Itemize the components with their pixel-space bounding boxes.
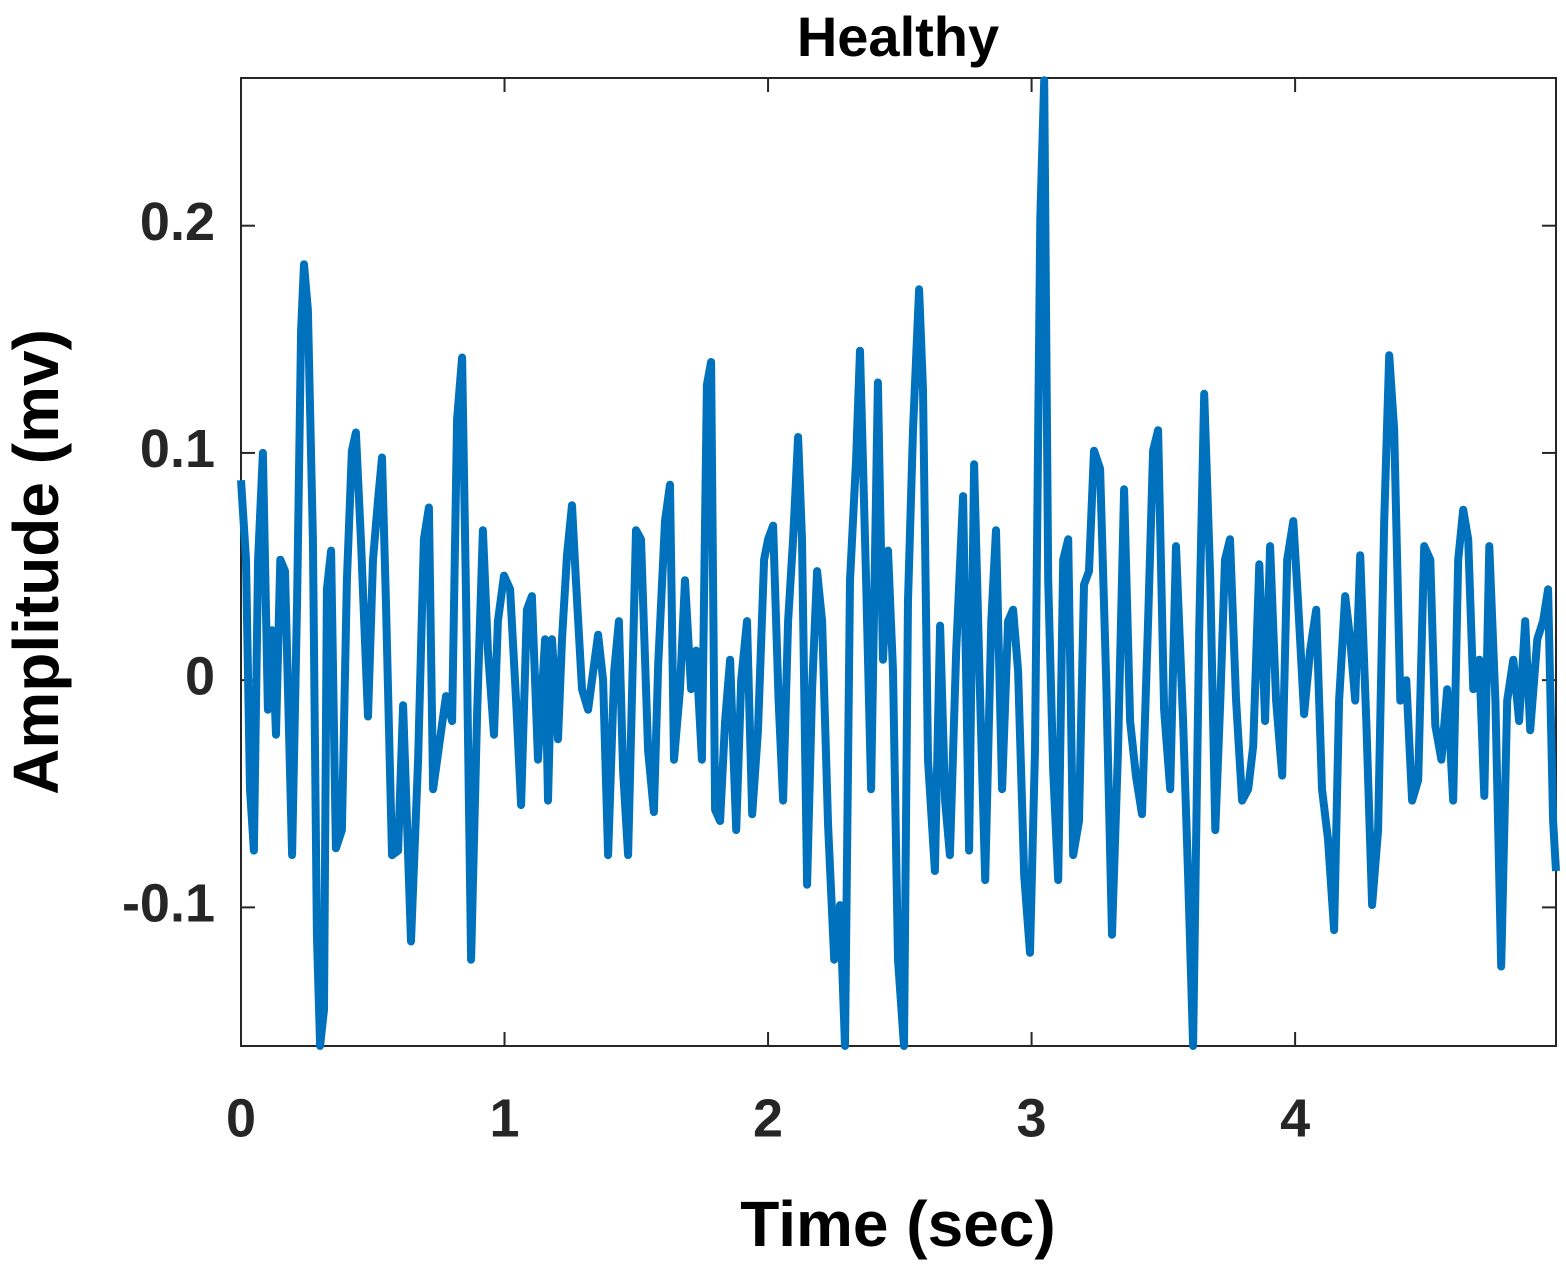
y-tick-label: -0.1 bbox=[122, 874, 215, 934]
x-tick-label: 2 bbox=[753, 1088, 783, 1148]
y-tick-label: 0.1 bbox=[140, 419, 215, 479]
x-tick-label: 1 bbox=[490, 1088, 520, 1148]
x-tick-label: 0 bbox=[226, 1088, 256, 1148]
x-tick-label: 4 bbox=[1280, 1088, 1310, 1148]
y-axis-label: Amplitude (mv) bbox=[0, 329, 72, 795]
chart-title: Healthy bbox=[797, 5, 999, 68]
y-tick-label: 0 bbox=[185, 646, 215, 706]
y-tick-label: 0.2 bbox=[140, 192, 215, 252]
x-tick-label: 3 bbox=[1017, 1088, 1047, 1148]
x-axis-label: Time (sec) bbox=[740, 1188, 1055, 1260]
plot-frame bbox=[240, 77, 1557, 1047]
signal-line bbox=[237, 76, 1560, 1050]
